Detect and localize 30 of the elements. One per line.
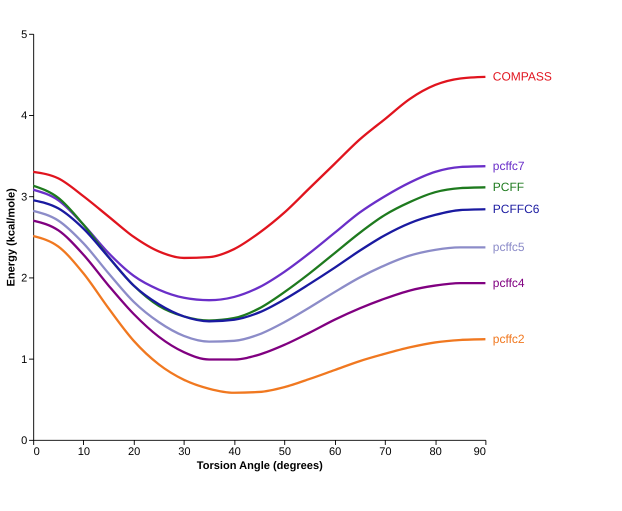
y-tick-label: 4 bbox=[21, 110, 28, 122]
series-label: pcffc7 bbox=[492, 158, 525, 173]
y-tick-label: 1 bbox=[21, 354, 28, 366]
series-label: PCFF bbox=[492, 180, 524, 194]
y-tick-label: 5 bbox=[21, 28, 28, 41]
x-tick-label: 90 bbox=[474, 446, 486, 458]
x-tick-label: 0 bbox=[34, 446, 40, 458]
x-tick-label: 40 bbox=[228, 446, 241, 458]
y-tick-label: 3 bbox=[21, 191, 28, 204]
x-tick-label: 30 bbox=[178, 446, 191, 458]
series-label: pcffc2 bbox=[492, 332, 525, 346]
x-axis-title: Torsion Angle (degrees) bbox=[196, 460, 324, 472]
y-axis-title: Energy (kcal/mole) bbox=[6, 188, 18, 286]
series-label: PCFFC6 bbox=[492, 202, 540, 216]
line-series bbox=[32, 165, 487, 302]
line-series bbox=[32, 219, 487, 361]
x-tick-label: 20 bbox=[128, 446, 140, 458]
y-tick-label: 2 bbox=[21, 272, 28, 285]
x-tick-label: 60 bbox=[328, 446, 342, 458]
x-tick-label: 80 bbox=[429, 446, 442, 458]
line-series bbox=[32, 210, 487, 343]
series-label: COMPASS bbox=[492, 70, 552, 84]
x-tick-label: 70 bbox=[379, 446, 392, 458]
y-tick-label: 0 bbox=[21, 435, 28, 448]
line-series bbox=[32, 76, 487, 260]
line-series bbox=[32, 234, 487, 394]
series-label: pcffc4 bbox=[492, 276, 525, 290]
series-label: pcffc5 bbox=[492, 240, 525, 254]
x-tick-label: 50 bbox=[278, 446, 292, 458]
x-tick-label: 10 bbox=[78, 446, 90, 458]
